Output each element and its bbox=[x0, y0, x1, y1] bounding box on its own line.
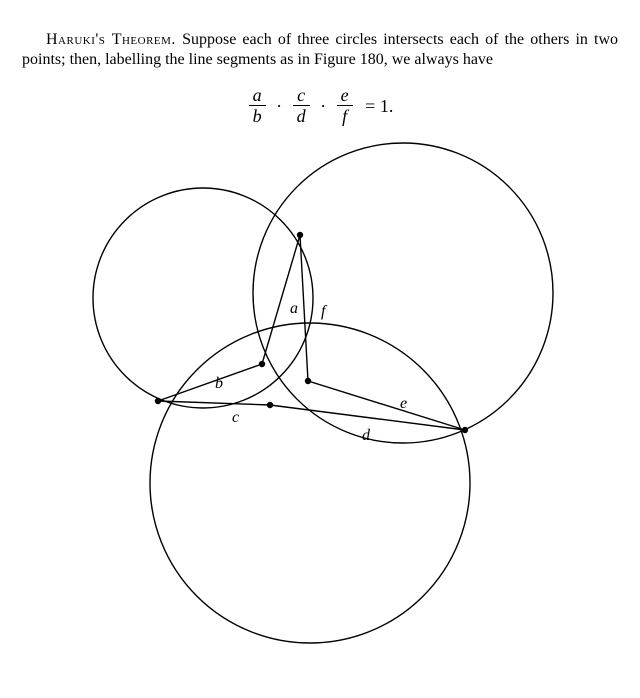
segment-label-a: a bbox=[290, 300, 298, 317]
intersection-point bbox=[297, 231, 303, 237]
intersection-point bbox=[155, 397, 161, 403]
fraction-3-den: f bbox=[337, 106, 353, 127]
chord-6 bbox=[300, 235, 308, 381]
fraction-1-den: b bbox=[249, 106, 266, 127]
theorem-paragraph: Haruki's Theorem. Suppose each of three … bbox=[22, 30, 618, 70]
chord-2 bbox=[158, 364, 262, 401]
fraction-2: c d bbox=[293, 86, 310, 127]
intersection-point bbox=[259, 360, 265, 366]
equation-rhs: = 1. bbox=[359, 96, 393, 117]
intersection-point bbox=[462, 426, 468, 432]
fraction-3: e f bbox=[337, 86, 353, 127]
fraction-1: a b bbox=[249, 86, 266, 127]
fraction-1-num: a bbox=[249, 86, 266, 106]
circle-3 bbox=[150, 323, 470, 643]
dot-2: · bbox=[316, 96, 330, 117]
theorem-name: Haruki's Theorem. bbox=[46, 31, 176, 48]
segment-label-b: b bbox=[215, 375, 223, 392]
segment-label-e: e bbox=[400, 395, 407, 412]
segment-label-c: c bbox=[232, 409, 239, 426]
chord-5 bbox=[308, 381, 465, 430]
segment-label-f: f bbox=[321, 303, 328, 320]
intersection-point bbox=[305, 377, 311, 383]
fraction-2-den: d bbox=[293, 106, 310, 127]
fraction-3-num: e bbox=[337, 86, 353, 106]
circle-1 bbox=[93, 188, 313, 408]
theorem-equation: a b · c d · e f = 1. bbox=[22, 86, 618, 127]
segment-label-d: d bbox=[362, 427, 371, 444]
intersection-point bbox=[267, 401, 273, 407]
fraction-2-num: c bbox=[293, 86, 310, 106]
dot-1: · bbox=[272, 96, 286, 117]
haruki-figure: a f bc d e bbox=[40, 133, 600, 653]
